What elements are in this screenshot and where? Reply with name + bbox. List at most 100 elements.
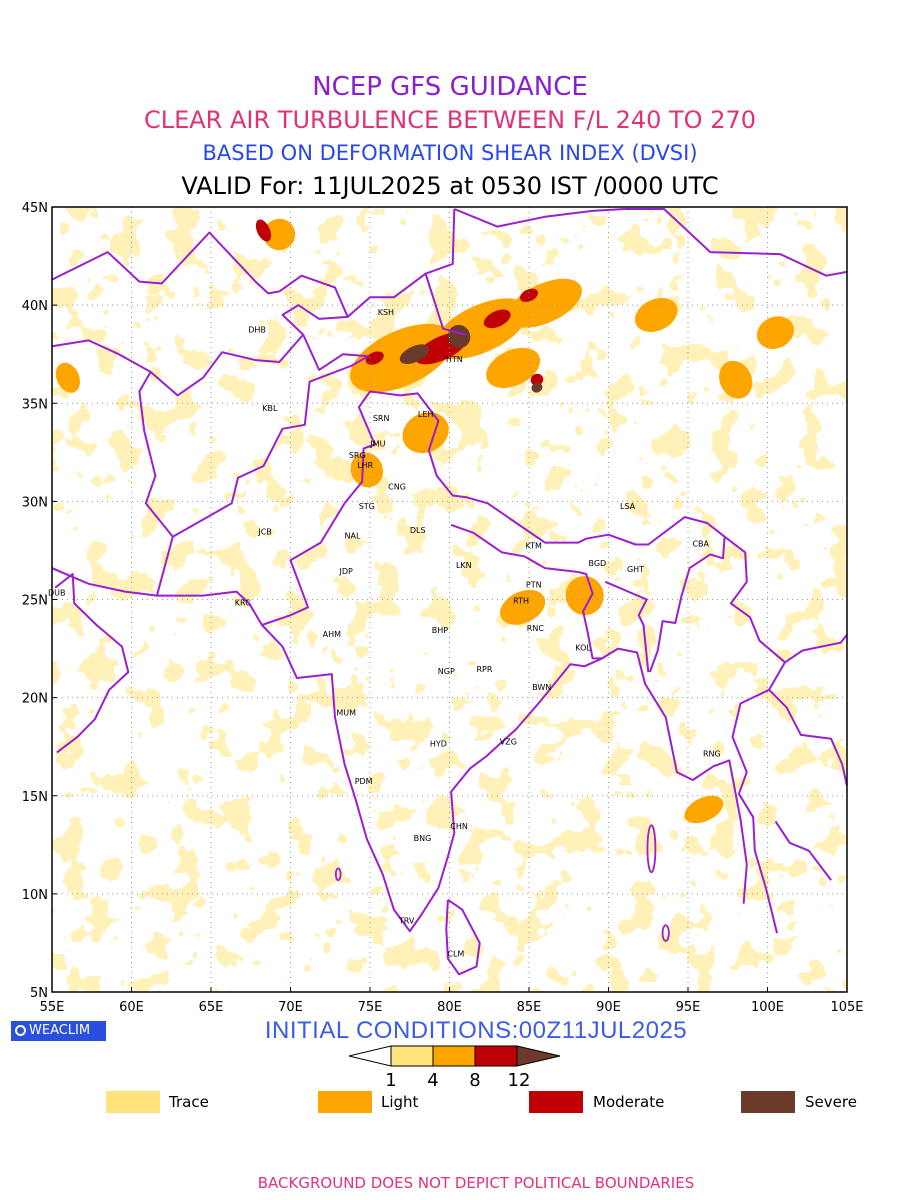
colorbar-tick-4: 4 [427, 1070, 439, 1091]
logo-text: WEACLIM [29, 1023, 91, 1038]
x-tick-label: 90E [596, 1000, 621, 1015]
axis-tick-labels: 55E 60E 65E 70E 75E 80E 85E 90E 95E 100E 105E 45N 40… [22, 201, 864, 1015]
city-label-pdm: PDM [355, 777, 373, 786]
city-label-nal: NAL [345, 532, 361, 541]
city-label-srg: SRG [349, 451, 366, 460]
title-line-2: CLEAR AIR TURBULENCE BETWEEN F/L 240 TO … [143, 106, 757, 134]
colorbar-trace [390, 1045, 434, 1067]
moderate-turbulence-area [520, 288, 538, 302]
boundary-line [347, 208, 456, 318]
city-label-jdp: JDP [338, 567, 353, 576]
colorbar-light [432, 1045, 476, 1067]
y-tick-label: 30N [22, 495, 48, 510]
coastlines-boundaries [52, 208, 847, 1008]
y-tick-label: 20N [22, 692, 48, 707]
city-label-rth: RTH [513, 596, 529, 605]
colorbar-upper-arrow [516, 1045, 561, 1067]
boundary-line [261, 624, 748, 933]
boundary-line [624, 208, 847, 277]
city-label-hyd: HYD [430, 740, 447, 749]
light-turbulence-area [565, 576, 604, 616]
boundary-line [774, 820, 832, 881]
legend-label-trace: Trace [169, 1093, 209, 1111]
city-label-ght: GHT [627, 565, 644, 574]
legend-label-severe: Severe [805, 1093, 857, 1111]
boundary-line [261, 390, 726, 626]
severe-turbulence-area [531, 382, 543, 393]
moderate-turbulence-area [483, 309, 511, 329]
city-label-cng: CNG [388, 483, 406, 492]
city-label-ptn: PTN [526, 581, 542, 590]
light-turbulence-area [263, 218, 296, 251]
light-turbulence-area [684, 795, 724, 824]
light-turbulence-area [55, 362, 80, 393]
city-label-ktm: KTM [526, 541, 543, 550]
lat-lon-grid [52, 207, 847, 992]
light-turbulence-area [719, 360, 753, 399]
city-label-trv: TRV [398, 916, 415, 925]
boundary-line [52, 333, 369, 397]
light-turbulence-area [756, 316, 794, 349]
city-label-krc: KRC [235, 598, 251, 607]
city-label-clm: CLM [447, 950, 464, 959]
city-label-dhb: DHB [248, 326, 266, 335]
city-label-ngp: NGP [438, 667, 455, 676]
city-label-cba: CBA [692, 540, 709, 549]
island-outline [337, 996, 342, 1008]
legend-label-moderate: Moderate [593, 1093, 665, 1111]
city-label-rng: RNG [703, 750, 721, 759]
city-label-dls: DLS [410, 526, 426, 535]
severe-turbulence-area [399, 344, 430, 364]
x-tick-label: 55E [40, 1000, 65, 1015]
city-label-ahm: AHM [323, 630, 341, 639]
boundary-line [450, 523, 579, 573]
light-turbulence-area [507, 278, 582, 328]
light-turbulence-area [486, 347, 541, 388]
valid-time-title: VALID For: 11JUL2025 at 0530 IST /0000 U… [181, 172, 719, 200]
boundary-line [52, 567, 263, 626]
y-tick-label: 15N [22, 790, 48, 805]
city-label-lhr: LHR [357, 461, 373, 470]
boundary-line [578, 571, 603, 660]
boundary-line [723, 535, 786, 934]
island-outline [646, 824, 657, 874]
y-tick-label: 5N [30, 986, 48, 1001]
boundary-line [648, 536, 726, 673]
island-outline [661, 924, 670, 942]
moderate-turbulence-area [365, 351, 384, 365]
city-label-dub: DUB [48, 589, 66, 598]
colorbar-tick-8: 8 [469, 1070, 481, 1091]
y-tick-label: 25N [22, 594, 48, 609]
city-label-kol: KOL [575, 644, 591, 653]
x-tick-label: 70E [278, 1000, 303, 1015]
x-tick-label: 95E [676, 1000, 701, 1015]
title-line-3: BASED ON DEFORMATION SHEAR INDEX (DVSI) [202, 141, 698, 165]
colorbar [348, 1045, 561, 1067]
x-tick-label: 100E [751, 1000, 784, 1015]
legend-swatch-severe [741, 1091, 795, 1113]
moderate-turbulence-area [530, 373, 544, 386]
weaclim-logo: WEACLIM [11, 1021, 106, 1041]
y-tick-label: 35N [22, 397, 48, 412]
legend-swatch-light [318, 1091, 372, 1113]
boundary-line [768, 689, 847, 787]
city-label-jmu: JMU [369, 439, 385, 448]
title-line-1: NCEP GFS GUIDANCE [312, 72, 588, 102]
y-tick-label: 40N [22, 299, 48, 314]
x-tick-label: 85E [517, 1000, 542, 1015]
boundary-line [424, 273, 466, 336]
city-label-mum: MUM [336, 708, 356, 717]
city-label-bwn: BWN [532, 683, 551, 692]
boundary-line [604, 580, 650, 673]
initial-conditions-label: INITIAL CONDITIONS:00Z11JUL2025 [264, 1017, 688, 1044]
x-tick-label: 75E [358, 1000, 383, 1015]
boundary-line [172, 355, 369, 538]
boundary-line [54, 573, 130, 754]
city-label-jcb: JCB [257, 528, 271, 537]
boundary-line [445, 898, 481, 976]
city-label-vzg: VZG [500, 738, 517, 747]
legend-swatch-moderate [529, 1091, 583, 1113]
city-label-lsa: LSA [620, 502, 636, 511]
legend-label-light: Light [381, 1093, 419, 1111]
